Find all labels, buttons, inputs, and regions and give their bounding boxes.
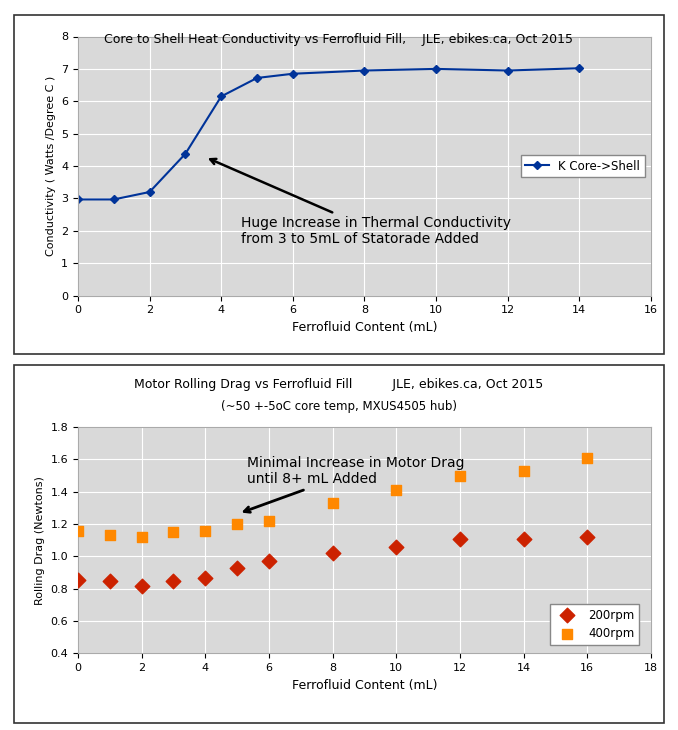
Text: Core to Shell Heat Conductivity vs Ferrofluid Fill,    JLE, ebikes.ca, Oct 2015: Core to Shell Heat Conductivity vs Ferro… <box>104 33 574 46</box>
X-axis label: Ferrofluid Content (mL): Ferrofluid Content (mL) <box>292 321 437 334</box>
K Core->Shell <box>575 64 583 72</box>
400rpm <box>264 515 275 526</box>
K Core->Shell <box>110 195 118 204</box>
400rpm <box>104 529 115 541</box>
200rpm <box>327 548 338 559</box>
200rpm <box>518 533 529 545</box>
400rpm <box>454 469 465 481</box>
K Core->Shell <box>289 69 297 78</box>
K Core->Shell <box>253 74 261 82</box>
Y-axis label: Rolling Drag (Newtons): Rolling Drag (Newtons) <box>35 476 45 604</box>
Text: Minimal Increase in Motor Drag
until 8+ mL Added: Minimal Increase in Motor Drag until 8+ … <box>244 456 464 512</box>
400rpm <box>391 484 401 496</box>
400rpm <box>168 526 179 538</box>
Text: (~50 +-5oC core temp, MXUS4505 hub): (~50 +-5oC core temp, MXUS4505 hub) <box>221 400 457 413</box>
400rpm <box>136 531 147 543</box>
K Core->Shell <box>217 92 225 101</box>
Legend: K Core->Shell: K Core->Shell <box>521 155 645 177</box>
Line: K Core->Shell: K Core->Shell <box>75 66 582 202</box>
200rpm <box>136 580 147 592</box>
Text: Motor Rolling Drag vs Ferrofluid Fill          JLE, ebikes.ca, Oct 2015: Motor Rolling Drag vs Ferrofluid Fill JL… <box>134 378 544 391</box>
K Core->Shell <box>504 66 512 75</box>
200rpm <box>582 531 593 543</box>
200rpm <box>104 575 115 587</box>
400rpm <box>582 452 593 464</box>
400rpm <box>200 525 211 537</box>
200rpm <box>454 533 465 545</box>
K Core->Shell <box>432 64 440 73</box>
400rpm <box>518 465 529 477</box>
Legend: 200rpm, 400rpm: 200rpm, 400rpm <box>551 604 639 645</box>
400rpm <box>327 497 338 509</box>
200rpm <box>232 562 243 574</box>
200rpm <box>168 575 179 587</box>
200rpm <box>264 556 275 567</box>
X-axis label: Ferrofluid Content (mL): Ferrofluid Content (mL) <box>292 679 437 691</box>
200rpm <box>200 572 211 583</box>
K Core->Shell <box>74 195 82 204</box>
200rpm <box>73 574 83 585</box>
400rpm <box>73 525 83 537</box>
K Core->Shell <box>361 66 369 75</box>
K Core->Shell <box>181 150 189 158</box>
Text: Huge Increase in Thermal Conductivity
from 3 to 5mL of Statorade Added: Huge Increase in Thermal Conductivity fr… <box>210 159 511 247</box>
200rpm <box>391 541 401 553</box>
K Core->Shell <box>146 188 154 196</box>
400rpm <box>232 518 243 530</box>
Y-axis label: Conductivity ( Watts /Degree C ): Conductivity ( Watts /Degree C ) <box>45 76 56 256</box>
